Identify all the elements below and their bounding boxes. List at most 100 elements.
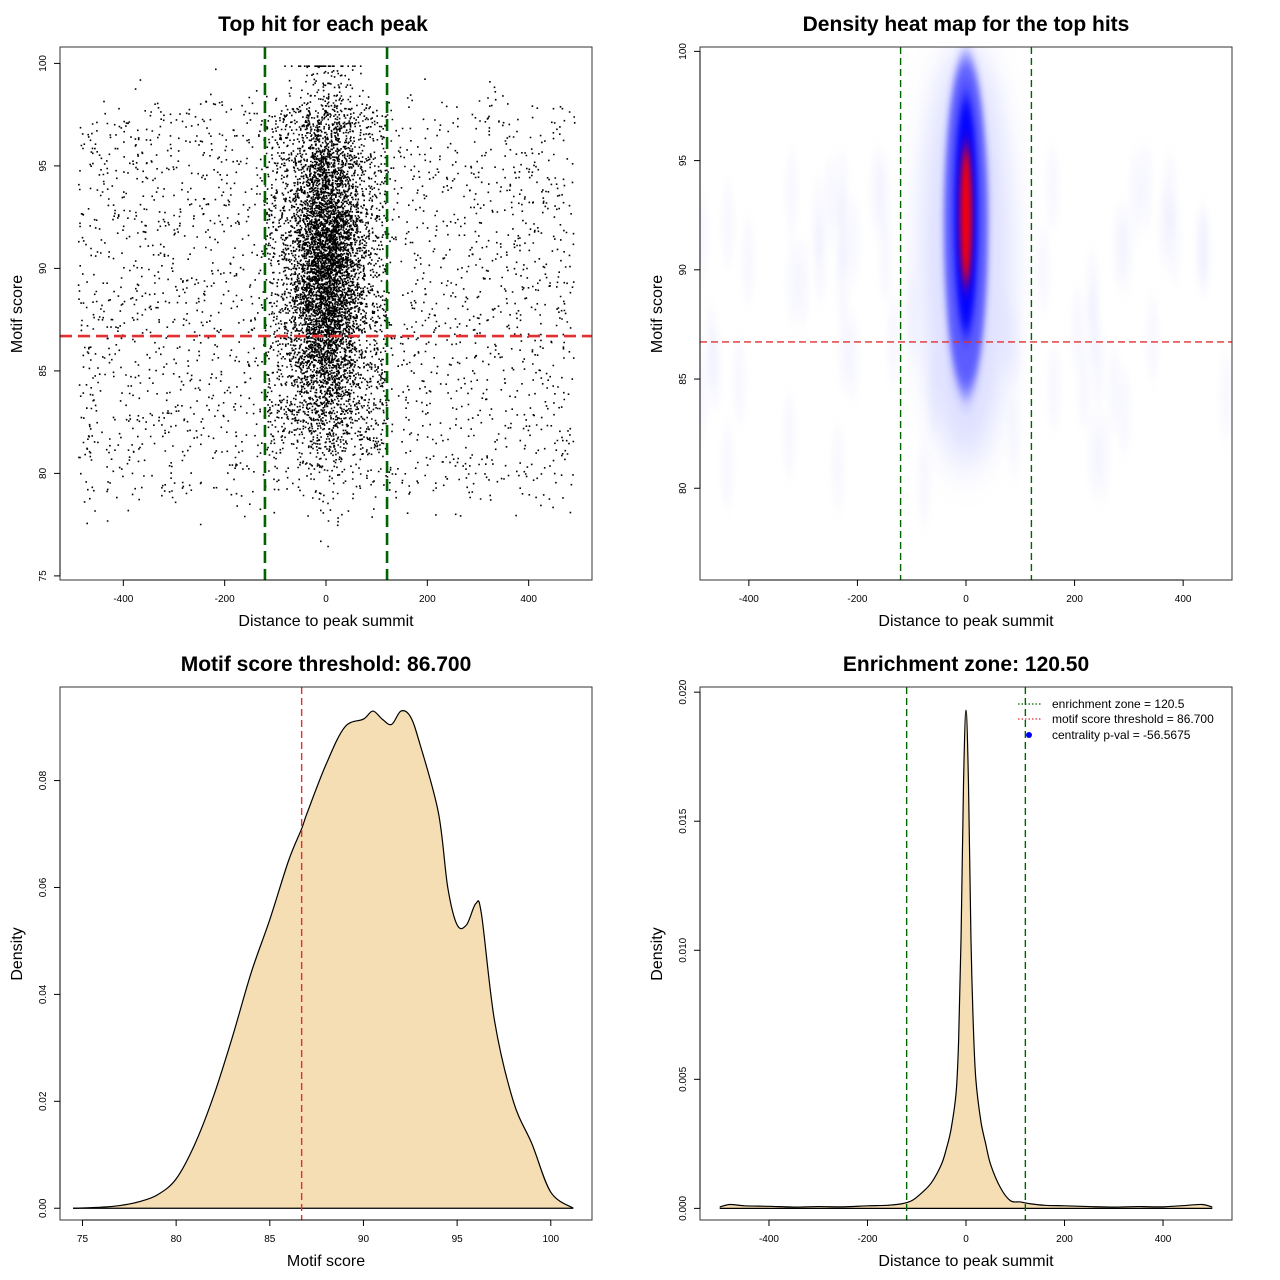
scatter-axes: -400 -200 0 200 400 75 80 85 90 95 100 bbox=[38, 55, 537, 605]
score-density-x-tick-label: 75 bbox=[77, 1234, 89, 1245]
heatmap-faint-streak bbox=[1096, 416, 1109, 497]
heatmap-faint-streak bbox=[742, 221, 755, 302]
heatmap-faint-streak bbox=[1196, 209, 1209, 290]
heatmap-x-tick-label: 200 bbox=[1066, 594, 1083, 605]
score-density-x-tick-label: 80 bbox=[171, 1234, 183, 1245]
heatmap-x-label: Distance to peak summit bbox=[878, 613, 1054, 630]
scatter-y-tick-label: 85 bbox=[38, 365, 49, 377]
heatmap-faint-streak bbox=[1092, 325, 1105, 406]
heatmap-faint-streak bbox=[879, 218, 892, 299]
heatmap-y-label: Motif score bbox=[649, 275, 666, 353]
heatmap-faint-streak bbox=[905, 278, 918, 359]
scatter-y-tick-label: 75 bbox=[38, 570, 49, 582]
score-density-x-tick-label: 85 bbox=[264, 1234, 276, 1245]
distance-density-title: Enrichment zone: 120.50 bbox=[843, 653, 1089, 676]
distance-density-y-tick-label: 0.000 bbox=[678, 1195, 689, 1220]
distance-density-area bbox=[719, 687, 1213, 1220]
heatmap-faint-streak bbox=[1077, 347, 1090, 428]
score-density-curve bbox=[73, 709, 574, 1209]
distance-density-x-label: Distance to peak summit bbox=[878, 1253, 1054, 1270]
heatmap-faint-streak bbox=[1220, 356, 1232, 437]
heatmap-faint-streak bbox=[700, 196, 708, 277]
score-density-x-label: Motif score bbox=[287, 1253, 365, 1270]
scatter-y-tick-label: 100 bbox=[38, 55, 49, 72]
scatter-panel: Top hit for each peak -400 -200 0 200 400 75 8… bbox=[9, 13, 593, 630]
heatmap-x-tick-label: 400 bbox=[1175, 594, 1192, 605]
heatmap-faint-streak bbox=[1037, 229, 1050, 310]
heatmap-faint-streak bbox=[1088, 415, 1101, 496]
score-density-y-tick-label: 0.02 bbox=[38, 1091, 49, 1111]
heatmap-faint-streak bbox=[1163, 155, 1176, 236]
scatter-point-cloud bbox=[77, 65, 576, 548]
scatter-x-tick-label: 0 bbox=[323, 594, 329, 605]
heatmap-faint-streak bbox=[838, 308, 851, 389]
heatmap-x-tick-label: -200 bbox=[847, 594, 867, 605]
score-density-title: Motif score threshold: 86.700 bbox=[181, 653, 472, 676]
scatter-x-tick-label: 400 bbox=[520, 594, 537, 605]
heatmap-faint-streak bbox=[1139, 147, 1152, 228]
heatmap-y-tick-label: 90 bbox=[678, 264, 689, 276]
distance-density-y-tick-label: 0.010 bbox=[678, 937, 689, 962]
distance-density-legend: enrichment zone = 120.5 motif score thre… bbox=[1018, 697, 1214, 742]
heatmap-faint-streak bbox=[918, 442, 931, 523]
score-density-area bbox=[73, 687, 574, 1220]
score-density-y-label: Density bbox=[9, 927, 26, 980]
scatter-x-tick-label: -400 bbox=[113, 594, 133, 605]
score-density-fill bbox=[73, 710, 574, 1209]
scatter-x-tick-label: -200 bbox=[215, 594, 235, 605]
heatmap-faint-streak bbox=[1046, 147, 1059, 228]
score-density-axes: 75 80 85 90 95 100 0.00 0.02 0.04 0.06 0.08 bbox=[38, 770, 560, 1245]
distance-density-axes: -400 -200 0 200 400 0.000 0.005 0.010 0.015 0.020 bbox=[678, 679, 1172, 1245]
heatmap-faint-streak bbox=[832, 428, 845, 509]
score-density-y-tick-label: 0.08 bbox=[38, 770, 49, 790]
scatter-x-tick-label: 200 bbox=[419, 594, 436, 605]
heatmap-faint-streak bbox=[1071, 288, 1084, 369]
heatmap-faint-streak bbox=[835, 153, 848, 234]
distance-density-panel: Enrichment zone: 120.50 -400 -200 0 200 400 0… bbox=[649, 653, 1233, 1270]
scatter-title: Top hit for each peak bbox=[218, 13, 428, 36]
scatter-y-tick-label: 90 bbox=[38, 262, 49, 274]
score-density-x-tick-label: 100 bbox=[542, 1234, 559, 1245]
scatter-points bbox=[77, 65, 576, 548]
heatmap-faint-streak bbox=[1120, 207, 1133, 288]
distance-density-x-tick-label: 0 bbox=[963, 1234, 969, 1245]
score-density-y-tick-label: 0.00 bbox=[38, 1198, 49, 1218]
distance-density-fill bbox=[719, 710, 1213, 1209]
heatmap-faint-streak bbox=[785, 151, 798, 232]
distance-density-y-label: Density bbox=[649, 927, 666, 980]
heatmap-faint-streak bbox=[721, 425, 734, 506]
heatmap-faint-streak bbox=[847, 200, 860, 281]
distance-density-y-tick-label: 0.005 bbox=[678, 1066, 689, 1091]
heatmap-faint-streak bbox=[783, 395, 796, 476]
distance-density-y-tick-label: 0.015 bbox=[678, 808, 689, 833]
heatmap-panel: Density heat map for the top hits -400 -2… bbox=[649, 13, 1233, 630]
scatter-y-tick-label: 80 bbox=[38, 467, 49, 479]
heatmap-title: Density heat map for the top hits bbox=[803, 13, 1130, 36]
heatmap-density bbox=[700, 47, 1232, 523]
scatter-y-label: Motif score bbox=[9, 275, 26, 353]
distance-density-x-tick-label: 200 bbox=[1056, 1234, 1073, 1245]
heatmap-faint-streak bbox=[1118, 372, 1131, 453]
heatmap-hotspot bbox=[960, 145, 972, 286]
legend-threshold-label: motif score threshold = 86.700 bbox=[1052, 712, 1214, 726]
legend-pval-label: centrality p-val = -56.5675 bbox=[1052, 728, 1191, 742]
heatmap-reference-lines bbox=[700, 47, 1232, 580]
heatmap-y-tick-label: 100 bbox=[678, 43, 689, 60]
heatmap-y-tick-label: 95 bbox=[678, 155, 689, 167]
scatter-reference-lines bbox=[60, 47, 592, 580]
heatmap-x-tick-label: -400 bbox=[739, 594, 759, 605]
heatmap-faint-streak bbox=[796, 242, 809, 323]
heatmap-faint-streak bbox=[1047, 347, 1060, 428]
distance-density-y-tick-label: 0.020 bbox=[678, 679, 689, 704]
heatmap-faint-streak bbox=[733, 341, 746, 422]
legend-enrichment-label: enrichment zone = 120.5 bbox=[1052, 697, 1185, 711]
heatmap-faint-streak bbox=[824, 160, 837, 241]
heatmap-faint-streak bbox=[1146, 298, 1159, 379]
legend-pval-point bbox=[1026, 732, 1032, 738]
heatmap-x-tick-label: 0 bbox=[963, 594, 969, 605]
score-density-x-tick-label: 90 bbox=[358, 1234, 370, 1245]
scatter-y-tick-label: 95 bbox=[38, 160, 49, 172]
heatmap-faint-streak bbox=[700, 357, 708, 438]
score-density-y-tick-label: 0.06 bbox=[38, 877, 49, 897]
